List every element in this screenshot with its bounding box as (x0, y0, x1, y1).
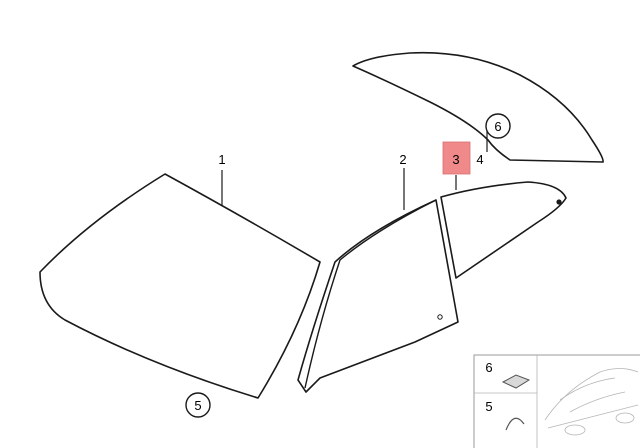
callout-label-5[interactable]: 5 (194, 398, 201, 413)
car-thumbnail-icon (544, 368, 639, 436)
legend-panel (473, 354, 640, 448)
door-window-frame-line (304, 199, 437, 389)
part-label-3[interactable]: 3 (452, 152, 459, 167)
door-window-glass[interactable] (297, 199, 459, 393)
door-window-clip (437, 314, 443, 320)
callout-6-circle (485, 113, 511, 139)
part-3-highlight (442, 141, 471, 175)
callout-label-6[interactable]: 6 (494, 119, 501, 134)
legend-label-5: 5 (485, 399, 492, 414)
side-window-fastener (556, 199, 562, 205)
part-label-1[interactable]: 1 (218, 152, 225, 167)
part-label-4[interactable]: 4 (476, 152, 483, 167)
callout-5-circle (185, 392, 211, 418)
legend-label-6: 6 (485, 360, 492, 375)
seal-part-icon (505, 417, 525, 431)
rear-window-glass[interactable] (352, 51, 604, 163)
clip-part-icon (501, 374, 531, 389)
windscreen-glass[interactable] (39, 173, 321, 399)
side-window-glass[interactable] (440, 181, 567, 279)
part-label-2[interactable]: 2 (399, 152, 406, 167)
